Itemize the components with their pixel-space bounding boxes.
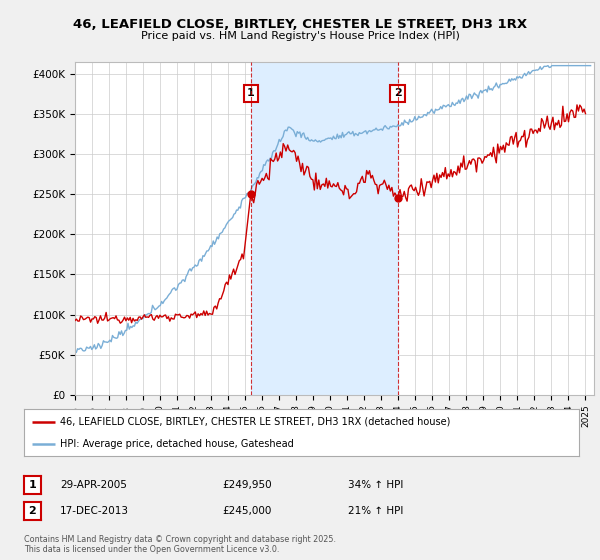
Bar (251, 62, 398, 395)
Text: 46, LEAFIELD CLOSE, BIRTLEY, CHESTER LE STREET, DH3 1RX (detached house): 46, LEAFIELD CLOSE, BIRTLEY, CHESTER LE … (60, 417, 451, 427)
Text: 2: 2 (394, 88, 401, 98)
Text: 2: 2 (29, 506, 36, 516)
Text: HPI: Average price, detached house, Gateshead: HPI: Average price, detached house, Gate… (60, 438, 294, 449)
Text: 1: 1 (29, 480, 36, 490)
Text: 1: 1 (247, 88, 254, 98)
Text: Price paid vs. HM Land Registry's House Price Index (HPI): Price paid vs. HM Land Registry's House … (140, 31, 460, 41)
Text: 21% ↑ HPI: 21% ↑ HPI (348, 506, 403, 516)
Text: 46, LEAFIELD CLOSE, BIRTLEY, CHESTER LE STREET, DH3 1RX: 46, LEAFIELD CLOSE, BIRTLEY, CHESTER LE … (73, 18, 527, 31)
Text: 29-APR-2005: 29-APR-2005 (60, 480, 127, 490)
Text: £249,950: £249,950 (222, 480, 272, 490)
Text: £245,000: £245,000 (222, 506, 271, 516)
Text: 17-DEC-2013: 17-DEC-2013 (60, 506, 129, 516)
Text: Contains HM Land Registry data © Crown copyright and database right 2025.
This d: Contains HM Land Registry data © Crown c… (24, 535, 336, 554)
Text: 34% ↑ HPI: 34% ↑ HPI (348, 480, 403, 490)
